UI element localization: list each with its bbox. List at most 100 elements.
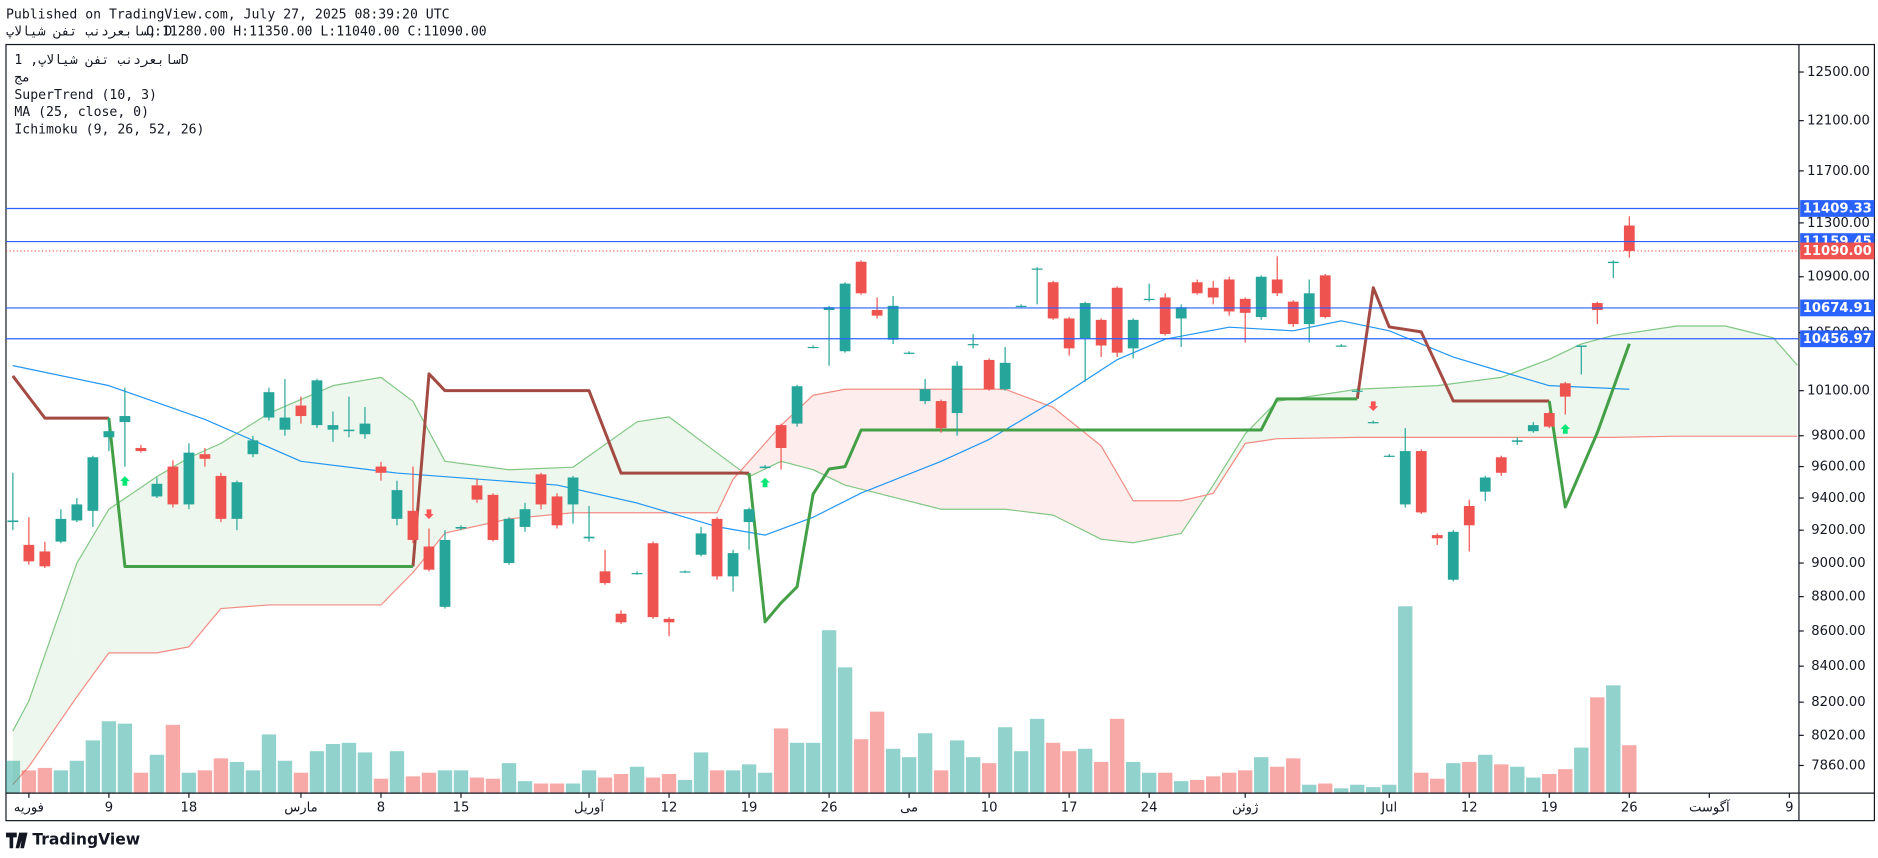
y-tick-label: 9000.00 (1811, 556, 1865, 571)
x-tick-label: مارس (284, 800, 317, 815)
volume-bar (325, 743, 341, 794)
volume-bar (709, 770, 725, 794)
candle-body (1495, 457, 1507, 473)
volume-bar (1270, 766, 1285, 794)
candle-body (1319, 275, 1331, 318)
candle-body (1559, 383, 1571, 397)
candle-body (839, 283, 851, 352)
candle-body (1575, 345, 1587, 347)
candle-body (1095, 319, 1107, 346)
y-tick-label: 12500.00 (1807, 65, 1870, 80)
candle-body (327, 425, 339, 430)
x-tick-label: 8 (377, 800, 385, 815)
volume-bar (101, 721, 117, 794)
supertrend-down (11, 375, 109, 420)
y-tick-label: 8800.00 (1811, 590, 1865, 605)
candle-body (791, 386, 803, 424)
candle-body (1191, 282, 1203, 294)
candle-body (807, 346, 819, 349)
candle-body (1255, 276, 1267, 318)
candle-body (295, 405, 307, 417)
volume-bar (1414, 772, 1429, 794)
legend-entry: SuperTrend (10, 3) (14, 88, 157, 103)
volume-bar (1061, 751, 1077, 794)
candle-body (407, 510, 419, 540)
volume-bar (501, 763, 517, 794)
volume-bar (1286, 758, 1301, 794)
y-tick-label: 12100.00 (1807, 114, 1870, 129)
cloud-segment (412, 401, 445, 573)
volume-bar (533, 783, 549, 794)
y-tick-label: 9200.00 (1811, 523, 1865, 538)
candle-body (1479, 477, 1491, 492)
volume-bar (1510, 766, 1525, 794)
x-tick-label: 9 (105, 800, 113, 815)
candle-body (823, 307, 835, 311)
volume-bar (245, 770, 261, 794)
candle-body (215, 475, 227, 519)
y-tick-label: 10100.00 (1807, 384, 1870, 399)
cloud-segment (845, 389, 878, 494)
candle-body (647, 543, 659, 618)
x-tick-label: 19 (741, 800, 758, 815)
cloud-segment (1437, 377, 1502, 438)
candle-body (1463, 506, 1475, 526)
ohlc-line: O:11280.00 H:11350.00 L:11040.00 C:11090… (146, 24, 487, 39)
candle-body (1351, 390, 1363, 392)
volume-bar (933, 770, 949, 794)
y-tick-label: 9800.00 (1811, 429, 1865, 444)
volume-bar (453, 770, 469, 794)
price-label-box (1800, 330, 1875, 348)
candle-body (775, 425, 787, 448)
candle-body (535, 474, 547, 505)
supertrend-up (1547, 343, 1631, 509)
candle-body (1079, 303, 1091, 339)
candle-body (1303, 293, 1315, 325)
cloud-segment (1773, 337, 1798, 437)
volume-bar (277, 760, 293, 794)
volume-bar (1254, 757, 1269, 794)
volume-bar (1206, 776, 1221, 794)
volume-bar (421, 772, 437, 794)
plot-area (5, 216, 1798, 794)
candle-body (135, 447, 147, 452)
candle-body (391, 490, 403, 519)
x-tick-label: 12 (661, 800, 678, 815)
candle-body (167, 466, 179, 505)
candle-body (311, 380, 323, 426)
volume-bar (997, 727, 1013, 794)
price-label-box (1800, 299, 1875, 317)
candle-body (1399, 451, 1411, 505)
volume-bar (373, 778, 389, 794)
x-tick-label: 15 (453, 800, 470, 815)
candle-body (103, 431, 115, 438)
candle-body (1271, 279, 1283, 294)
volume-bar (805, 742, 821, 794)
volume-bar (1494, 764, 1509, 794)
legend-entry: سابعردنب تفن شیالاپ, 1D (14, 53, 188, 68)
cloud-segment (1005, 389, 1054, 516)
candle-body (1143, 298, 1155, 301)
volume-bar (1222, 772, 1237, 794)
volume-bar (773, 728, 789, 794)
symbol-line: سابعردنب تفن شیالاپ, D (6, 24, 172, 39)
candle-body (951, 365, 963, 414)
brand-text: TradingView (32, 830, 140, 848)
sell-signal (1368, 401, 1379, 411)
buy-signal (1560, 424, 1571, 434)
supertrend-up (107, 417, 413, 568)
candle-body (1063, 318, 1075, 349)
volume-bar (741, 764, 757, 794)
cloud-segment (1213, 433, 1246, 494)
volume-bar (869, 711, 885, 794)
cloud-segment (268, 385, 333, 605)
volume-bar (341, 742, 357, 794)
x-tick-label: Jul (1380, 800, 1397, 815)
candle-body (567, 477, 579, 505)
candle-body (1207, 287, 1219, 298)
volume-bar (629, 766, 645, 794)
candle-body (247, 440, 259, 455)
cloud-segment (1357, 385, 1438, 438)
cloud-segment (1101, 445, 1134, 543)
candle-body (679, 571, 691, 573)
